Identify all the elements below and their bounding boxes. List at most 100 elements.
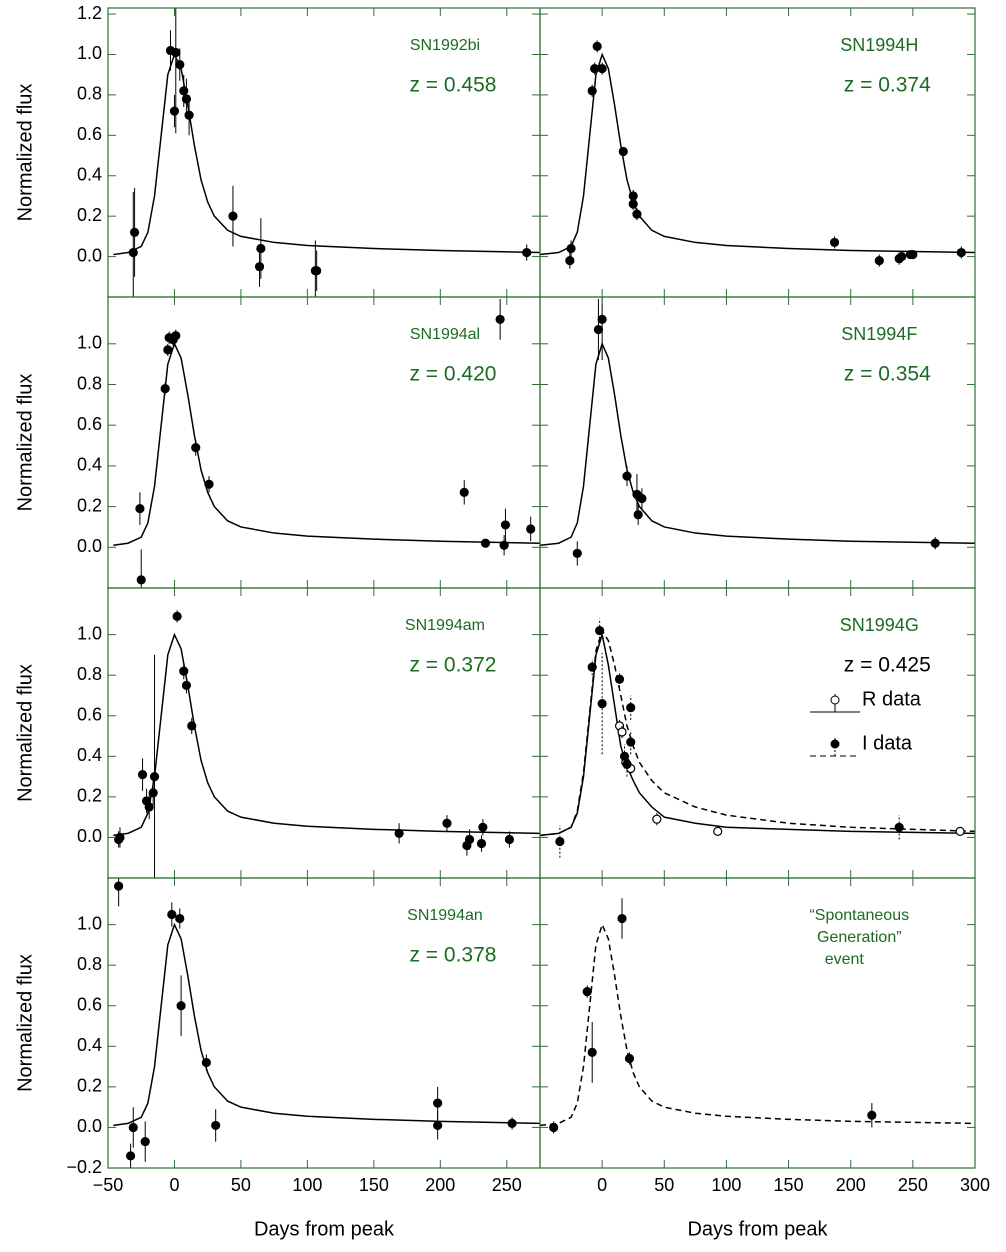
y-tick-label: 0.4 <box>77 745 102 765</box>
model-curve <box>113 922 540 1127</box>
data-point <box>565 256 575 266</box>
data-point <box>829 237 840 248</box>
data-point <box>908 249 918 260</box>
data-point <box>597 64 607 74</box>
data-point <box>956 247 966 258</box>
data-point <box>433 1098 443 1108</box>
data-point <box>128 247 138 258</box>
data-point <box>228 211 238 221</box>
data-point <box>169 106 180 116</box>
data-point <box>175 913 185 924</box>
data-point <box>135 504 145 514</box>
data-point <box>499 540 509 550</box>
model-curve <box>540 922 975 1127</box>
data-point <box>618 146 628 157</box>
y-tick-label: 0.6 <box>77 414 102 434</box>
data-point <box>140 1137 150 1147</box>
sn-name: SN1994an <box>407 907 483 924</box>
plot-area <box>540 898 975 1134</box>
data-point <box>149 772 160 782</box>
data-point <box>211 1120 221 1131</box>
data-point <box>626 737 636 747</box>
data-point <box>495 314 505 324</box>
x-tick-label: 300 <box>960 1175 990 1195</box>
y-tick-label: 0.4 <box>77 455 102 475</box>
x-tick-label: 250 <box>492 1175 522 1195</box>
model-curve <box>540 341 975 547</box>
y-tick-label: 0.8 <box>77 954 102 974</box>
y-tick-label: 1.0 <box>77 913 102 933</box>
y-axis-label: Normalized flux <box>14 374 36 512</box>
data-point <box>181 94 192 104</box>
data-point <box>617 913 627 924</box>
plot-area <box>113 299 540 588</box>
data-point <box>619 751 630 761</box>
y-tick-label: 1.0 <box>77 43 102 63</box>
model-curve <box>113 52 540 256</box>
data-point <box>595 625 605 636</box>
data-point <box>204 479 214 489</box>
data-point <box>167 909 177 920</box>
redshift: z = 0.378 <box>409 944 496 967</box>
x-tick-label: 100 <box>711 1175 741 1195</box>
data-point <box>254 262 265 272</box>
y-tick-label: 0.4 <box>77 1035 102 1055</box>
y-tick-label: 0.2 <box>77 1076 102 1096</box>
x-tick-label: −50 <box>93 1175 124 1195</box>
sn-name: SN1994am <box>405 617 485 634</box>
data-point <box>614 674 625 684</box>
redshift: z = 0.372 <box>409 654 496 677</box>
data-point <box>867 1110 877 1120</box>
y-tick-label: 0.0 <box>77 826 102 846</box>
data-point <box>480 538 491 548</box>
data-point <box>617 727 627 737</box>
data-point <box>637 493 647 504</box>
data-point <box>176 1001 186 1011</box>
data-point <box>633 510 643 520</box>
plot-area <box>540 297 975 566</box>
y-tick-label: −0.2 <box>66 1157 102 1177</box>
y-tick-label: 1.0 <box>77 333 102 353</box>
data-point <box>566 243 576 254</box>
x-tick-label: 200 <box>836 1175 866 1195</box>
data-point <box>500 520 511 530</box>
data-point <box>433 1120 443 1131</box>
data-point <box>136 575 146 585</box>
data-point <box>504 834 515 845</box>
plot-area <box>113 878 540 1168</box>
data-point <box>478 822 488 832</box>
x-tick-label: 100 <box>292 1175 322 1195</box>
data-point <box>592 41 602 51</box>
data-point <box>507 1118 517 1128</box>
data-point <box>587 1047 597 1058</box>
data-point <box>555 836 565 847</box>
x-tick-label: 50 <box>654 1175 674 1195</box>
data-point <box>144 802 154 812</box>
data-point <box>179 666 189 676</box>
data-point <box>114 881 124 891</box>
data-point <box>476 838 487 849</box>
data-point <box>582 986 592 997</box>
data-point <box>549 1122 559 1133</box>
data-point <box>125 1151 136 1161</box>
data-point <box>191 442 201 453</box>
data-point <box>587 86 597 96</box>
y-tick-label: 0.8 <box>77 84 102 104</box>
y-axis-label: Normalized flux <box>14 664 36 802</box>
data-point <box>256 243 266 254</box>
data-point <box>526 524 536 534</box>
data-point <box>115 832 125 843</box>
x-tick-label: 200 <box>425 1175 455 1195</box>
y-tick-label: 1.0 <box>77 623 102 643</box>
y-tick-label: 0.8 <box>77 664 102 684</box>
data-point <box>572 548 582 559</box>
data-point <box>184 110 194 120</box>
legend-label: R data <box>862 688 922 710</box>
plot-area <box>113 610 540 878</box>
redshift: z = 0.354 <box>844 363 931 386</box>
redshift: z = 0.374 <box>844 74 931 97</box>
model-curve <box>540 52 975 256</box>
data-point <box>172 611 182 621</box>
data-point <box>464 834 475 845</box>
